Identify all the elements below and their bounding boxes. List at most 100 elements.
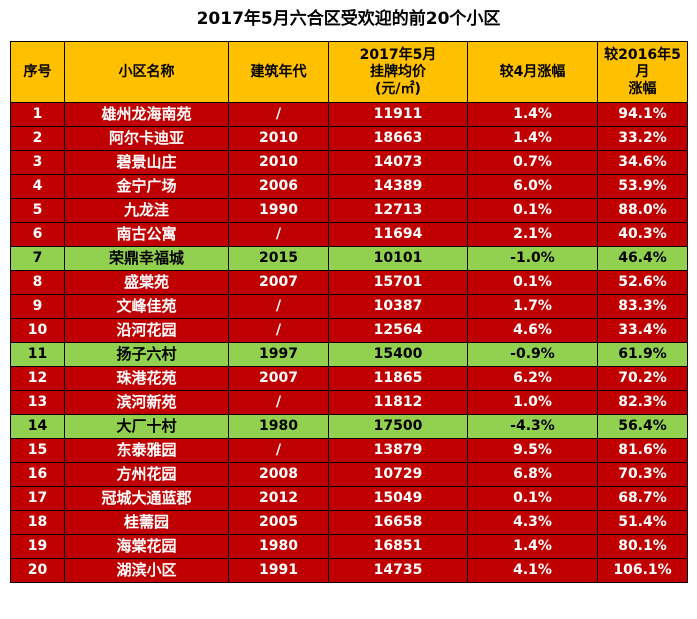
cell-yoy: 68.7% [597,486,688,511]
cell-year: 1980 [228,534,329,559]
table-row: 13 滨河新苑/11812 1.0% 82.3% [10,390,688,415]
cell-price: 11865 [328,366,468,391]
cell-price: 13879 [328,438,468,463]
cell-no: 13 [10,390,65,415]
cell-name: 珠港花苑 [64,366,229,391]
table-row: 17 冠城大通蓝郡 2012 15049 0.1% 68.7% [10,486,688,511]
cell-no: 16 [10,462,65,487]
cell-name: 碧景山庄 [64,150,229,175]
cell-name: 滨河新苑 [64,390,229,415]
cell-yoy: 106.1% [597,558,688,583]
table-row: 20 湖滨小区 1991 14735 4.1% 106.1% [10,558,688,583]
cell-year: 2007 [228,270,329,295]
cell-mom: -1.0% [467,246,598,271]
cell-name: 方州花园 [64,462,229,487]
table-row: 1 雄州龙海南苑/11911 1.4% 94.1% [10,102,688,127]
table-row: 15 东泰雅园/13879 9.5% 81.6% [10,438,688,463]
cell-no: 5 [10,198,65,223]
cell-yoy: 70.2% [597,366,688,391]
cell-name: 大厂十村 [64,414,229,439]
cell-year: 2010 [228,150,329,175]
cell-price: 11911 [328,102,468,127]
cell-price: 14073 [328,150,468,175]
cell-no: 19 [10,534,65,559]
cell-no: 17 [10,486,65,511]
cell-no: 20 [10,558,65,583]
cell-yoy: 80.1% [597,534,688,559]
table-body: 1 雄州龙海南苑/11911 1.4% 94.1% 2 阿尔卡迪亚 2010 18663 1.4… [10,102,688,583]
cell-year: / [228,390,329,415]
header-year: 建筑年代 [228,41,329,103]
data-table: 序号 小区名称 建筑年代 2017年5月 挂牌均价 (元/㎡) 较4月涨幅 较201… [10,41,688,583]
cell-no: 7 [10,246,65,271]
cell-mom: 4.3% [467,510,598,535]
cell-name: 沿河花园 [64,318,229,343]
cell-year: / [228,294,329,319]
cell-no: 11 [10,342,65,367]
cell-yoy: 56.4% [597,414,688,439]
cell-yoy: 83.3% [597,294,688,319]
cell-mom: 0.1% [467,198,598,223]
cell-no: 6 [10,222,65,247]
cell-name: 雄州龙海南苑 [64,102,229,127]
cell-price: 16851 [328,534,468,559]
cell-yoy: 40.3% [597,222,688,247]
cell-mom: -4.3% [467,414,598,439]
table-row: 19 海棠花园 1980 16851 1.4% 80.1% [10,534,688,559]
table-row: 3 碧景山庄 2010 14073 0.7% 34.6% [10,150,688,175]
cell-name: 冠城大通蓝郡 [64,486,229,511]
cell-year: 2015 [228,246,329,271]
cell-name: 扬子六村 [64,342,229,367]
cell-price: 12564 [328,318,468,343]
cell-no: 9 [10,294,65,319]
cell-price: 11694 [328,222,468,247]
cell-price: 12713 [328,198,468,223]
cell-mom: 6.0% [467,174,598,199]
cell-yoy: 52.6% [597,270,688,295]
cell-price: 14389 [328,174,468,199]
cell-mom: 9.5% [467,438,598,463]
cell-yoy: 33.4% [597,318,688,343]
table-row: 11 扬子六村 1997 15400 -0.9% 61.9% [10,342,688,367]
cell-yoy: 33.2% [597,126,688,151]
cell-mom: 0.1% [467,486,598,511]
cell-price: 10101 [328,246,468,271]
cell-mom: 1.7% [467,294,598,319]
cell-yoy: 82.3% [597,390,688,415]
table-row: 8 盛棠苑 2007 15701 0.1% 52.6% [10,270,688,295]
cell-name: 阿尔卡迪亚 [64,126,229,151]
cell-year: 1991 [228,558,329,583]
cell-no: 4 [10,174,65,199]
cell-year: / [228,318,329,343]
cell-yoy: 70.3% [597,462,688,487]
cell-no: 8 [10,270,65,295]
cell-mom: 6.8% [467,462,598,487]
cell-price: 14735 [328,558,468,583]
cell-yoy: 46.4% [597,246,688,271]
table-row: 18 桂薷园 2005 16658 4.3% 51.4% [10,510,688,535]
table-row: 5 九龙洼 1990 12713 0.1% 88.0% [10,198,688,223]
cell-year: 1980 [228,414,329,439]
cell-name: 荣鼎幸福城 [64,246,229,271]
cell-no: 12 [10,366,65,391]
cell-mom: 1.0% [467,390,598,415]
cell-no: 2 [10,126,65,151]
cell-yoy: 88.0% [597,198,688,223]
cell-price: 15049 [328,486,468,511]
cell-year: / [228,222,329,247]
cell-no: 10 [10,318,65,343]
cell-year: 2008 [228,462,329,487]
cell-year: 2006 [228,174,329,199]
cell-name: 文峰佳苑 [64,294,229,319]
cell-yoy: 53.9% [597,174,688,199]
cell-price: 15400 [328,342,468,367]
cell-name: 九龙洼 [64,198,229,223]
cell-no: 3 [10,150,65,175]
table-row: 6 南古公寓/11694 2.1% 40.3% [10,222,688,247]
table-row: 4 金宁广场 2006 14389 6.0% 53.9% [10,174,688,199]
cell-name: 盛棠苑 [64,270,229,295]
cell-name: 东泰雅园 [64,438,229,463]
table-row: 2 阿尔卡迪亚 2010 18663 1.4% 33.2% [10,126,688,151]
cell-name: 桂薷园 [64,510,229,535]
cell-price: 15701 [328,270,468,295]
